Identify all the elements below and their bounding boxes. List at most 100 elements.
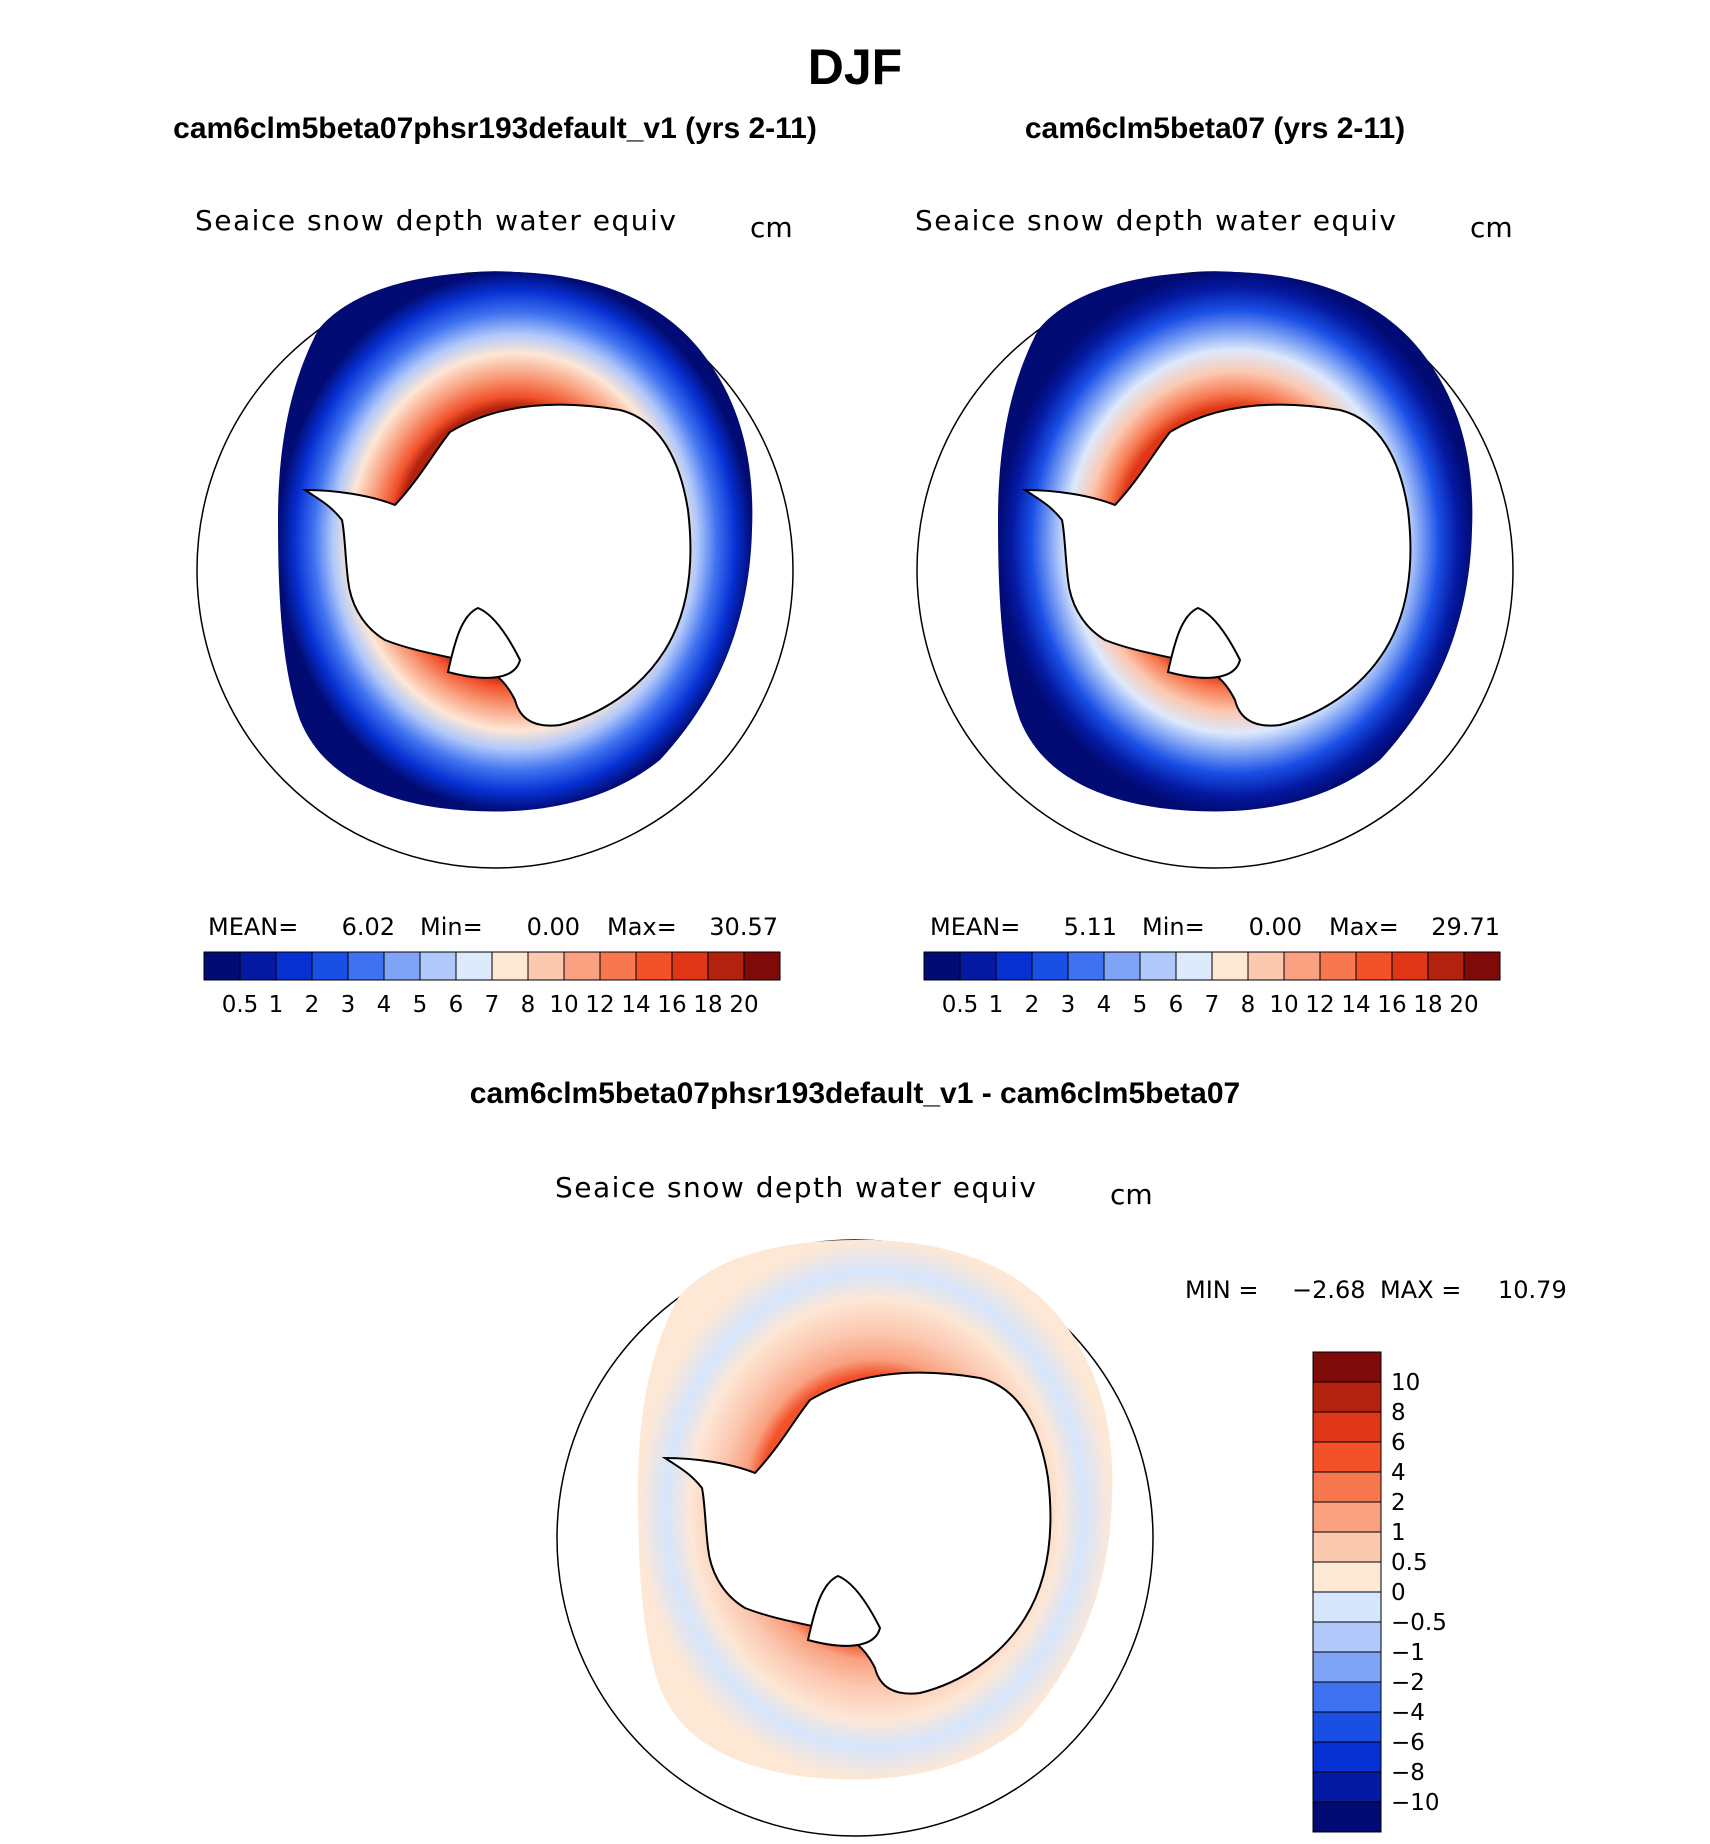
panel-3-colorbar-swatch-7: [1312, 1561, 1382, 1593]
panel-2-colorbar-tick-label: 20: [1449, 992, 1478, 1018]
panel-3-variable: Seaice snow depth water equiv: [555, 1171, 1037, 1204]
panel-3-min-value: −2.68: [1292, 1276, 1366, 1304]
panel-1-colorbar-swatch-6: [419, 951, 457, 981]
panel-3-colorbar-swatch-11: [1312, 1681, 1382, 1713]
panel-2-colorbar-tick-label: 10: [1269, 992, 1298, 1018]
panel-1-colorbar-swatch-5: [383, 951, 421, 981]
panel-1-antarctica: [301, 403, 692, 727]
panel-1-colorbar-tick-label: 20: [729, 992, 758, 1018]
panel-3-max-value: 10.79: [1498, 1276, 1567, 1304]
panel-1-colorbar-swatch-3: [311, 951, 349, 981]
panel-3-colorbar-swatch-2: [1312, 1411, 1382, 1443]
panel-1-colorbar-tick-label: 18: [693, 992, 722, 1018]
panel-2-colorbar-swatch-13: [1391, 951, 1429, 981]
panel-2-colorbar-tick-label: 4: [1097, 992, 1112, 1018]
panel-1-colorbar-tick-label: 16: [657, 992, 686, 1018]
panel-2-colorbar-tick-label: 3: [1061, 992, 1076, 1018]
panel-1-max-value: 30.57: [709, 913, 778, 941]
panel-3-colorbar-tick-label: −6: [1391, 1730, 1425, 1756]
panel-1-colorbar-swatch-4: [347, 951, 385, 981]
panel-2-antarctica: [1021, 403, 1412, 727]
panel-2-colorbar-swatch-10: [1283, 951, 1321, 981]
panel-2-colorbar-swatch-15: [1463, 951, 1501, 981]
panel-2-colorbar-tick-label: 14: [1341, 992, 1370, 1018]
panel-1-colorbar-swatch-7: [455, 951, 493, 981]
panel-3-antarctica: [661, 1371, 1052, 1695]
panel-1-max-label: Max=: [607, 913, 677, 941]
panel-2-colorbar-swatch-4: [1067, 951, 1105, 981]
panel-1-colorbar-swatch-12: [635, 951, 673, 981]
panel-2-variable: Seaice snow depth water equiv: [915, 204, 1397, 237]
panel-3-colorbar-swatch-15: [1312, 1801, 1382, 1833]
panel-1-mean-label: MEAN=: [208, 913, 298, 941]
panel-2-ross-ice-shelf: [1166, 606, 1242, 679]
panel-1-variable: Seaice snow depth water equiv: [195, 204, 677, 237]
panel-1-min-label: Min=: [420, 913, 483, 941]
panel-2-colorbar-swatch-14: [1427, 951, 1465, 981]
panel-2-colorbar-swatch-2: [995, 951, 1033, 981]
panel-2-colorbar-swatch-6: [1139, 951, 1177, 981]
panel-1-colorbar-swatch-0: [203, 951, 241, 981]
panel-1-colorbar-tick-label: 0.5: [222, 992, 259, 1018]
panel-2-colorbar-swatch-12: [1355, 951, 1393, 981]
panel-2-colorbar-swatch-9: [1247, 951, 1285, 981]
panel-1-min-value: 0.00: [527, 913, 580, 941]
panel-2-colorbar-tick-label: 8: [1241, 992, 1256, 1018]
panel-3-colorbar-swatch-9: [1312, 1621, 1382, 1653]
panel-3-colorbar-swatch-8: [1312, 1591, 1382, 1623]
panel-1-map: [196, 271, 794, 869]
panel-3-colorbar-swatch-3: [1312, 1441, 1382, 1473]
panel-2-colorbar-tick-label: 0.5: [942, 992, 979, 1018]
panel-1-colorbar-tick-label: 10: [549, 992, 578, 1018]
panel-2-mean-label: MEAN=: [930, 913, 1020, 941]
panel-3-stats: MIN = −2.68 MAX = 10.79: [1185, 1276, 1567, 1304]
panel-1-colorbar-swatch-15: [743, 951, 781, 981]
panel-2-min-label: Min=: [1142, 913, 1205, 941]
panel-2-colorbar-swatch-8: [1211, 951, 1249, 981]
panel-1-colorbar-tick-label: 14: [621, 992, 650, 1018]
panel-1-colorbar-swatch-9: [527, 951, 565, 981]
panel-1-units: cm: [750, 211, 793, 244]
panel-3-colorbar-swatch-4: [1312, 1471, 1382, 1503]
panel-2-max-value: 29.71: [1431, 913, 1500, 941]
panel-2-colorbar-tick-label: 6: [1169, 992, 1184, 1018]
panel-3-colorbar-swatch-1: [1312, 1381, 1382, 1413]
panel-3-units: cm: [1110, 1178, 1153, 1211]
panel-2-stats: MEAN= 5.11 Min= 0.00 Max= 29.71: [930, 913, 1500, 941]
panel-2-colorbar-swatch-3: [1031, 951, 1069, 981]
panel-3-colorbar-swatch-12: [1312, 1711, 1382, 1743]
panel-1-colorbar-swatch-8: [491, 951, 529, 981]
panel-1-colorbar-tick-label: 6: [449, 992, 464, 1018]
panel-1-stats: MEAN= 6.02 Min= 0.00 Max= 30.57: [208, 913, 778, 941]
panel-1-colorbar-swatch-1: [239, 951, 277, 981]
panel-2-colorbar-tick-label: 7: [1205, 992, 1220, 1018]
panel-3-colorbar-tick-label: 8: [1391, 1400, 1406, 1426]
panel-1-title: cam6clm5beta07phsr193default_v1 (yrs 2-1…: [173, 112, 817, 145]
panel-2-colorbar-swatch-5: [1103, 951, 1141, 981]
panel-3-colorbar-tick-label: −2: [1391, 1670, 1425, 1696]
panel-3-colorbar-swatch-5: [1312, 1501, 1382, 1533]
panel-1-colorbar-swatch-2: [275, 951, 313, 981]
panel-1-colorbar-tick-label: 5: [413, 992, 428, 1018]
panel-3-colorbar-tick-label: 4: [1391, 1460, 1406, 1486]
panel-3-max-label: MAX =: [1380, 1276, 1461, 1304]
panel-3-colorbar-tick-label: −4: [1391, 1700, 1425, 1726]
panel-3: cam6clm5beta07phsr193default_v1 - cam6cl…: [470, 1077, 1567, 1837]
panel-2-colorbar-tick-label: 18: [1413, 992, 1442, 1018]
panel-2-units: cm: [1470, 211, 1513, 244]
panel-1-colorbar-swatch-11: [599, 951, 637, 981]
main-title: DJF: [808, 39, 902, 95]
panel-3-ross-ice-shelf: [806, 1574, 882, 1647]
panel-2-colorbar-tick-label: 5: [1133, 992, 1148, 1018]
panel-2-colorbar-tick-label: 12: [1305, 992, 1334, 1018]
panel-1-colorbar-swatch-13: [671, 951, 709, 981]
panel-2-colorbar-swatch-11: [1319, 951, 1357, 981]
panel-2-mean-value: 5.11: [1064, 913, 1117, 941]
panel-3-colorbar-tick-label: 2: [1391, 1490, 1406, 1516]
panel-3-colorbar-tick-label: −1: [1391, 1640, 1425, 1666]
panel-1-ross-ice-shelf: [446, 606, 522, 679]
panel-1-colorbar: 0.5 1 2 3 4 5 6 7 8 10 12 14 16 18 20: [203, 951, 781, 1018]
panel-2-colorbar-swatch-1: [959, 951, 997, 981]
panel-3-colorbar-tick-label: −8: [1391, 1760, 1425, 1786]
